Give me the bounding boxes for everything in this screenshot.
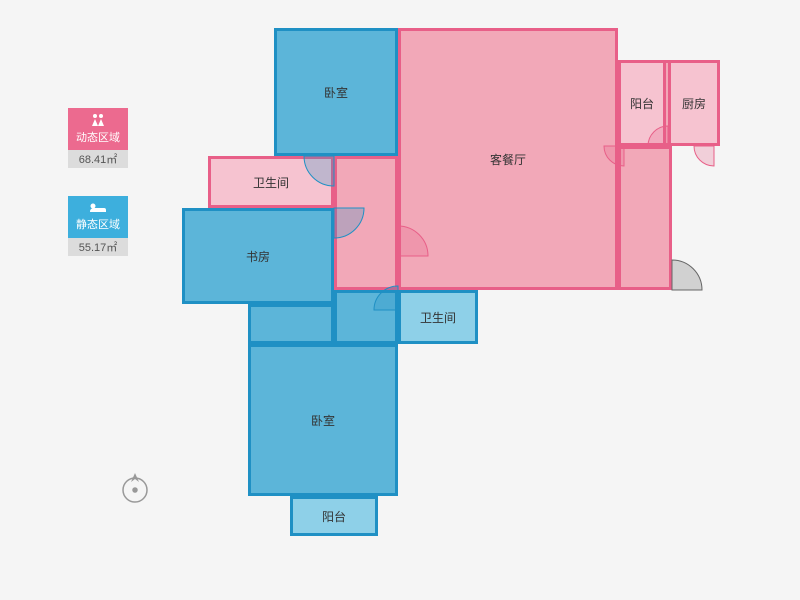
legend-dynamic-box: 动态区域 [68,108,128,150]
room-label: 卫生间 [253,174,289,191]
room-side-strip [248,304,334,344]
people-icon [89,113,107,127]
room-label: 阳台 [322,508,346,525]
floorplan-canvas: 动态区域 68.41㎡ 静态区域 55.17㎡ 卧室客餐厅阳台厨房卫生间书房卫生… [0,0,800,600]
room-label: 阳台 [630,95,654,112]
room-label: 卫生间 [420,309,456,326]
room-label: 厨房 [682,95,706,112]
room-balcony-top: 阳台 [618,60,666,146]
room-label: 客餐厅 [490,151,526,168]
room-balcony-low: 阳台 [290,496,378,536]
room-kitchen: 厨房 [668,60,720,146]
room-study: 书房 [182,208,334,304]
compass-icon [120,470,150,506]
room-label: 卧室 [311,412,335,429]
legend-dynamic-value: 68.41㎡ [68,150,128,168]
legend-static-label: 静态区域 [76,216,120,232]
room-bathroom-top: 卫生间 [208,156,334,208]
legend-static: 静态区域 55.17㎡ [68,196,128,256]
legend-static-value: 55.17㎡ [68,238,128,256]
room-bedroom-top: 卧室 [274,28,398,156]
legend-dynamic: 动态区域 68.41㎡ [68,108,128,168]
door-arc [672,260,702,290]
room-bedroom-low: 卧室 [248,344,398,496]
room-bathroom-low: 卫生间 [398,290,478,344]
bed-icon [88,202,108,214]
room-label: 书房 [246,248,270,265]
room-label: 卧室 [324,84,348,101]
room-living-dining: 客餐厅 [398,28,618,290]
door-arc [694,146,714,166]
legend-dynamic-label: 动态区域 [76,129,120,145]
room-corridor [334,290,398,344]
legend-static-box: 静态区域 [68,196,128,238]
room-living-lower [618,146,672,290]
room-hallway [334,156,398,290]
